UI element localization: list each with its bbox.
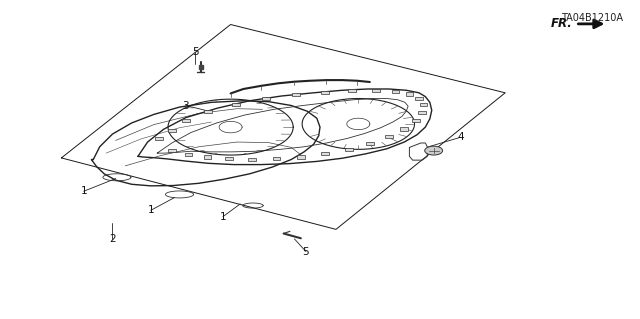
Bar — [385, 135, 393, 138]
Bar — [168, 149, 175, 152]
Bar — [182, 119, 189, 122]
Text: 5: 5 — [303, 247, 309, 256]
Circle shape — [425, 146, 443, 155]
Bar — [406, 93, 413, 96]
Text: 1: 1 — [220, 212, 227, 222]
Text: FR.: FR. — [550, 17, 572, 30]
Text: 3: 3 — [182, 100, 189, 110]
Bar — [401, 127, 408, 130]
Bar — [273, 157, 280, 160]
Bar — [419, 111, 426, 114]
Text: TA04B1210A: TA04B1210A — [561, 13, 623, 23]
Bar — [156, 137, 163, 140]
Text: 5: 5 — [192, 47, 199, 56]
Bar — [415, 97, 423, 100]
Text: 2: 2 — [109, 234, 116, 244]
Bar — [345, 148, 353, 151]
Bar — [321, 152, 329, 155]
Bar — [225, 157, 233, 160]
Bar — [348, 89, 356, 92]
Bar — [292, 93, 300, 96]
Bar — [248, 158, 256, 161]
Bar — [420, 103, 428, 107]
Bar — [232, 103, 239, 106]
Bar — [372, 89, 380, 92]
Text: 1: 1 — [81, 186, 87, 196]
Text: 4: 4 — [457, 132, 464, 142]
Bar — [412, 119, 420, 122]
Bar — [204, 110, 212, 114]
Bar — [262, 97, 269, 100]
Text: 1: 1 — [147, 205, 154, 215]
Bar — [392, 90, 399, 93]
Bar — [297, 155, 305, 159]
Bar — [184, 153, 192, 156]
Bar — [321, 91, 329, 94]
Bar — [168, 129, 175, 132]
Bar — [204, 155, 211, 159]
Bar — [366, 142, 374, 145]
